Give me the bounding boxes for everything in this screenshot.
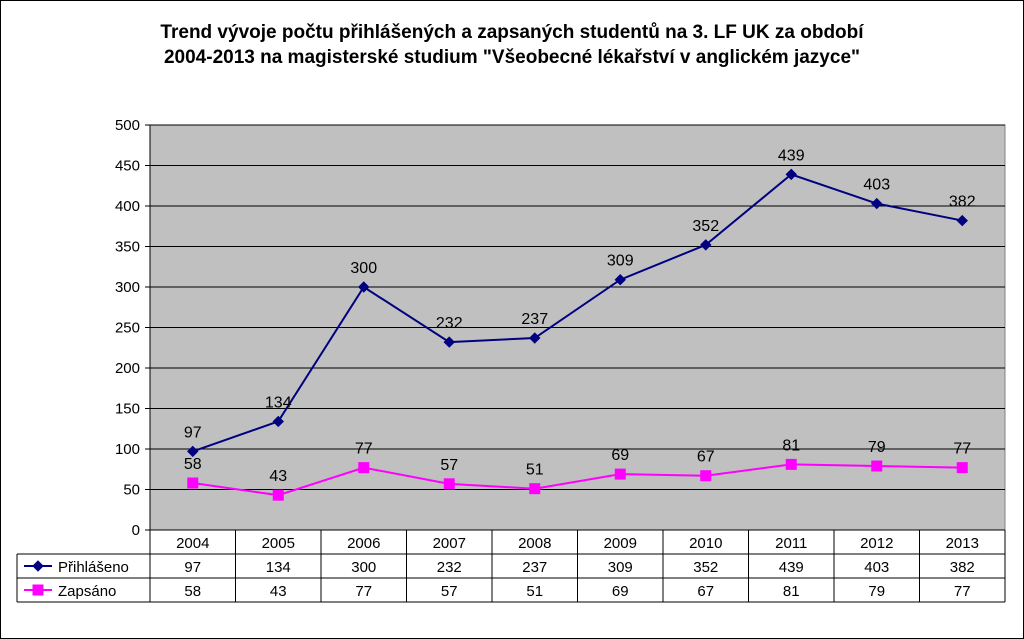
table-cell: 352 [693, 559, 718, 576]
data-label: 134 [265, 394, 292, 411]
x-tick-label: 2013 [946, 535, 979, 552]
data-point [187, 477, 199, 489]
data-point [443, 336, 455, 348]
data-label: 439 [778, 147, 805, 164]
data-point [700, 239, 712, 251]
data-point [700, 470, 712, 482]
table-cell: 67 [697, 583, 714, 600]
data-point [956, 462, 968, 474]
data-label: 77 [953, 441, 971, 458]
table-cell: 439 [779, 559, 804, 576]
data-label: 232 [436, 315, 463, 332]
x-tick-label: 2011 [775, 535, 807, 552]
data-label: 43 [269, 468, 287, 485]
table-cell: 237 [522, 559, 547, 576]
legend-label: Zapsáno [58, 583, 116, 600]
table-cell: 81 [783, 583, 800, 600]
chart-title: Trend vývoje počtu přihlášených a zapsan… [0, 20, 1024, 70]
table-cell: 51 [526, 583, 543, 600]
data-label: 58 [184, 456, 202, 473]
x-tick-label: 2006 [347, 535, 380, 552]
table-cell: 57 [441, 583, 458, 600]
table-cell: 309 [608, 559, 633, 576]
data-point [272, 489, 284, 501]
chart-title-line-2: 2004-2013 na magisterské studium "Všeobe… [163, 47, 861, 68]
data-label: 69 [611, 447, 629, 464]
legend-marker [32, 560, 44, 572]
y-tick-label: 450 [115, 158, 140, 175]
y-tick-label: 350 [115, 239, 140, 256]
data-point [785, 168, 797, 181]
data-label: 79 [868, 439, 886, 456]
x-tick-label: 2007 [433, 535, 466, 552]
data-label: 237 [521, 311, 548, 328]
table-cell: 77 [355, 583, 372, 600]
chart-title-line-1: Trend vývoje počtu přihlášených a zapsan… [160, 22, 864, 43]
y-tick-label: 0 [132, 522, 140, 539]
data-label: 403 [863, 177, 890, 194]
data-label: 309 [607, 253, 634, 270]
x-tick-label: 2009 [604, 535, 637, 552]
data-point [358, 462, 370, 474]
legend-label: Přihlášeno [58, 559, 129, 576]
table-cell: 382 [950, 559, 975, 576]
x-tick-label: 2012 [860, 535, 893, 552]
x-tick-label: 2008 [518, 535, 551, 552]
table-cell: 134 [266, 559, 291, 576]
data-label: 77 [355, 441, 373, 458]
y-tick-label: 250 [115, 320, 140, 337]
data-label: 382 [949, 194, 976, 211]
y-tick-label: 300 [115, 279, 140, 296]
table-cell: 300 [351, 559, 376, 576]
series-line [192, 463, 963, 497]
data-label: 300 [350, 260, 377, 277]
legend-marker [32, 584, 44, 596]
data-point [272, 415, 284, 428]
data-label: 97 [184, 424, 202, 441]
table-cell: 232 [437, 559, 462, 576]
data-point [529, 332, 541, 344]
data-point [871, 197, 883, 210]
data-point [187, 445, 199, 458]
y-tick-label: 50 [123, 482, 140, 499]
data-point [529, 483, 541, 495]
data-label: 352 [692, 218, 719, 235]
data-point [614, 468, 626, 480]
data-point [871, 460, 883, 472]
data-point [614, 274, 626, 286]
y-tick-label: 100 [115, 441, 140, 458]
x-tick-label: 2010 [689, 535, 722, 552]
y-tick-label: 200 [115, 360, 140, 377]
data-point [785, 458, 797, 470]
data-point [956, 214, 968, 227]
data-label: 67 [697, 449, 715, 466]
x-tick-label: 2004 [176, 535, 209, 552]
x-tick-label: 2005 [262, 535, 295, 552]
y-tick-label: 150 [115, 401, 140, 418]
y-tick-label: 400 [115, 198, 140, 215]
table-cell: 97 [184, 559, 201, 576]
data-point [443, 478, 455, 490]
table-cell: 43 [270, 583, 287, 600]
table-cell: 403 [864, 559, 889, 576]
data-label: 51 [526, 462, 544, 479]
series-line [192, 173, 963, 453]
table-cell: 69 [612, 583, 629, 600]
data-label: 81 [782, 437, 800, 454]
table-cell: 58 [184, 583, 201, 600]
data-point [358, 281, 370, 293]
data-label: 57 [440, 457, 458, 474]
table-cell: 79 [868, 583, 885, 600]
y-tick-label: 500 [115, 117, 140, 134]
table-cell: 77 [954, 583, 971, 600]
